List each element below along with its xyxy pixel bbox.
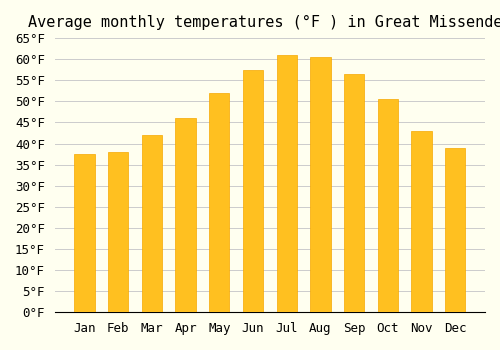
Bar [176,118,196,312]
Bar [412,131,432,312]
Bar [74,154,94,312]
Bar [142,135,162,312]
Bar [108,152,128,312]
Bar [276,55,297,312]
Bar [344,74,364,312]
Bar [445,148,466,312]
Bar [209,93,230,312]
Bar [378,99,398,312]
Bar [310,57,330,312]
Bar [243,70,263,312]
Title: Average monthly temperatures (°F ) in Great Missenden: Average monthly temperatures (°F ) in Gr… [28,15,500,30]
